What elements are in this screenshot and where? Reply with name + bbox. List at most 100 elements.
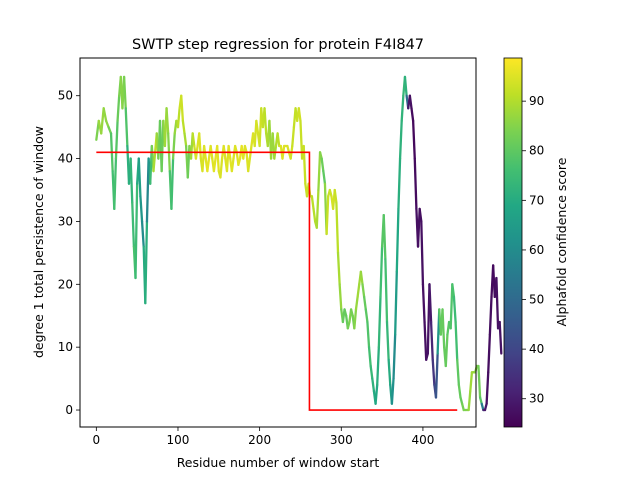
colorbar-tick-label: 70: [529, 193, 544, 207]
persistence-segment: [170, 157, 175, 211]
persistence-segment: [420, 220, 425, 286]
y-tick-label: 30: [58, 214, 73, 228]
persistence-segment: [212, 157, 217, 173]
persistence-segment: [191, 132, 196, 148]
colorbar-tick-label: 60: [529, 243, 544, 257]
persistence-segment: [408, 94, 413, 110]
persistence-segment: [429, 320, 434, 361]
persistence-segment: [180, 94, 185, 123]
persistence-segment: [441, 308, 446, 349]
persistence-segment: [410, 107, 415, 123]
persistence-segment: [392, 333, 397, 380]
persistence-segment: [359, 270, 364, 286]
persistence-segment: [129, 157, 134, 204]
persistence-segment: [377, 295, 382, 349]
persistence-segment: [485, 371, 490, 405]
plot-layer: [95, 75, 503, 412]
x-tick-label: 100: [167, 433, 190, 447]
persistence-segment: [444, 333, 449, 368]
persistence-segment: [131, 201, 136, 248]
y-axis-label: degree 1 total persistence of window: [31, 126, 46, 358]
persistence-segment: [423, 320, 428, 361]
persistence-segment: [100, 107, 105, 135]
persistence-segment: [403, 75, 408, 97]
persistence-segment: [371, 377, 376, 393]
persistence-segment: [397, 157, 402, 211]
persistence-segment: [390, 377, 395, 405]
persistence-segment: [451, 283, 456, 299]
persistence-segment: [116, 94, 121, 123]
persistence-segment: [276, 132, 281, 148]
persistence-segment: [124, 107, 129, 148]
persistence-segment: [431, 358, 436, 387]
x-axis-label: Residue number of window start: [177, 455, 380, 470]
y-axis-ticks: 0 10 20 30 40 50: [58, 89, 80, 417]
y-tick-label: 50: [58, 89, 73, 103]
persistence-segment: [310, 195, 315, 211]
persistence-segment: [139, 195, 144, 223]
persistence-segment: [411, 119, 416, 160]
colorbar-tick-label: 90: [529, 94, 544, 108]
y-tick-label: 20: [58, 277, 73, 291]
persistence-segment: [434, 352, 439, 399]
persistence-segment: [216, 144, 220, 173]
persistence-segment: [382, 214, 387, 261]
persistence-segment: [374, 383, 379, 405]
persistence-segment: [400, 94, 405, 123]
plot-frame: [79, 57, 477, 428]
persistence-segment: [113, 157, 118, 211]
persistence-segment: [356, 283, 361, 299]
persistence-segment: [219, 157, 224, 179]
persistence-segment: [338, 283, 343, 311]
persistence-segment: [312, 207, 317, 223]
persistence-segment: [165, 107, 170, 135]
persistence-segment: [384, 258, 389, 324]
persistence-segment: [361, 283, 366, 299]
persistence-segment: [230, 157, 235, 173]
persistence-segment: [315, 188, 320, 229]
chart-title: SWTP step regression for protein F4I847: [132, 37, 424, 53]
persistence-segment: [366, 320, 371, 349]
persistence-segment: [394, 270, 398, 336]
persistence-segment: [206, 157, 211, 173]
persistence-segment: [385, 320, 390, 361]
x-tick-label: 400: [411, 433, 434, 447]
y-tick-label: 10: [58, 340, 73, 354]
persistence-segment: [325, 195, 330, 236]
persistence-segment: [379, 245, 384, 299]
colorbar-frame: [503, 57, 523, 428]
persistence-segment: [421, 283, 426, 324]
persistence-segment: [335, 201, 340, 255]
colorbar-tick-label: 80: [529, 144, 544, 158]
persistence-segment: [498, 320, 503, 355]
persistence-segment: [171, 132, 176, 160]
persistence-series: [95, 75, 503, 412]
persistence-segment: [428, 283, 433, 324]
persistence-segment: [320, 157, 325, 173]
persistence-segment: [336, 251, 341, 286]
x-axis-ticks: 0 100 200 300 400: [93, 427, 434, 447]
step-regression-line: [96, 151, 458, 411]
persistence-segment: [181, 119, 186, 135]
persistence-segment: [134, 182, 139, 280]
persistence-segment: [291, 126, 296, 148]
persistence-segment: [183, 132, 188, 148]
colorbar-tick-label: 50: [529, 293, 544, 307]
persistence-segment: [122, 75, 127, 110]
x-tick-label: 200: [248, 433, 271, 447]
x-tick-label: 0: [93, 433, 101, 447]
persistence-segment: [395, 207, 400, 273]
persistence-segment: [454, 320, 459, 361]
persistence-segment: [457, 383, 462, 399]
persistence-segment: [333, 188, 338, 204]
persistence-segment: [469, 371, 474, 393]
persistence-segment: [322, 169, 327, 185]
persistence-segment: [364, 308, 369, 324]
persistence-segment: [495, 276, 500, 330]
persistence-segment: [452, 295, 457, 324]
colorbar-tick-label: 30: [529, 392, 544, 406]
colorbar-tick-label: 40: [529, 342, 544, 356]
persistence-segment: [297, 107, 302, 123]
persistence-segment: [152, 151, 157, 173]
